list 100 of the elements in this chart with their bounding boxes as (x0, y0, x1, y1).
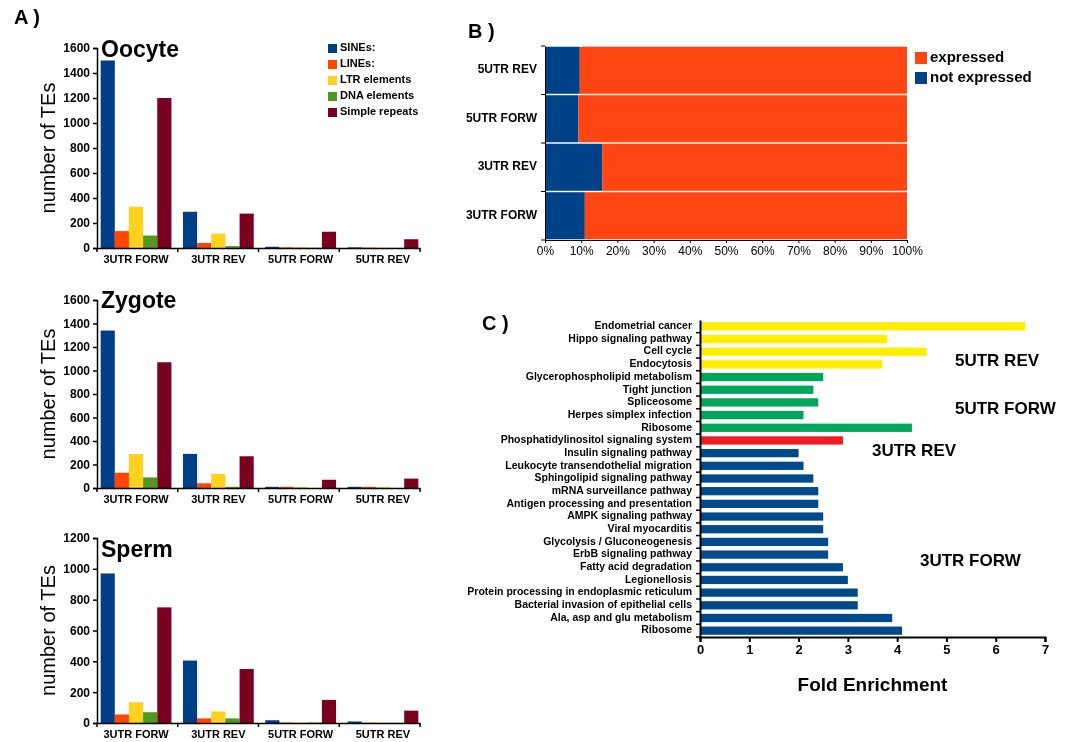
x-tick-label: 3UTR FORW (103, 493, 170, 505)
bar (128, 453, 144, 488)
bar (157, 98, 172, 248)
y-tick-label: Fatty acid degradation (579, 560, 692, 573)
y-tick-label: Endometrial cancer (594, 319, 692, 332)
bar (157, 362, 172, 488)
y-tick-label: Tight junction (622, 382, 692, 395)
y-tick-label: 800 (69, 141, 91, 156)
x-tick-label: 100% (892, 243, 924, 258)
x-tick-label: 5UTR FORW (268, 493, 334, 505)
y-tick-label: 1600 (63, 293, 91, 308)
y-tick-label: 5UTR REV (477, 62, 537, 77)
bar (182, 453, 198, 488)
bar (114, 472, 129, 488)
bar (700, 512, 824, 521)
y-tick-label: Ribosome (641, 623, 693, 636)
y-tick-label: Insulin signaling pathway (564, 445, 693, 458)
x-tick-label: 5UTR FORW (268, 253, 334, 265)
bar (700, 626, 903, 635)
annotation: 3UTR REV (872, 441, 957, 460)
bar (100, 330, 115, 488)
y-tick-label: 1200 (63, 91, 91, 106)
bar (239, 456, 254, 488)
x-tick-label: 80% (823, 243, 848, 258)
y-tick-label: 1200 (63, 531, 91, 546)
bar (700, 410, 804, 420)
bar (197, 243, 212, 248)
x-tick-label: 7 (1041, 642, 1050, 658)
bar (700, 461, 804, 470)
bar (128, 702, 144, 723)
bar (114, 231, 129, 248)
text: C ) (482, 312, 509, 334)
legend-label: LINEs: (340, 57, 375, 70)
y-tick-label: 400 (69, 434, 91, 449)
bar (700, 360, 883, 369)
text: A ) (14, 6, 40, 28)
bar (157, 607, 172, 723)
x-tick-label: 30% (642, 243, 667, 258)
x-tick-label: 40% (678, 243, 703, 258)
y-tick-label: Viral myocarditis (607, 522, 693, 534)
y-tick-label: Sphingolipid signaling pathway (534, 471, 693, 484)
x-tick-label: 5UTR FORW (268, 728, 334, 740)
bar (700, 334, 888, 344)
y-tick-label: 3UTR FORW (465, 207, 538, 222)
annotation: 5UTR REV (955, 351, 1040, 370)
y-tick-label: 1000 (63, 363, 91, 378)
bar (211, 473, 226, 488)
x-tick-label: 20% (605, 243, 631, 258)
bar (700, 474, 814, 483)
y-tick-label: 1400 (63, 66, 91, 81)
bar (225, 718, 240, 723)
x-tick-label: 5 (943, 642, 951, 658)
bar (404, 710, 419, 723)
bar (211, 233, 226, 248)
bar (321, 231, 337, 248)
bar (100, 573, 115, 723)
legend-label: not expressed (930, 67, 1032, 85)
bar (239, 669, 254, 723)
annotation: 5UTR FORW (955, 399, 1057, 418)
bar (404, 478, 419, 488)
x-tick-label: 0 (696, 642, 705, 658)
y-tick-label: 800 (69, 593, 91, 608)
legend-label: LTR elements (340, 73, 412, 86)
y-tick-label: Ribosome (641, 420, 693, 433)
text: B ) (468, 20, 495, 42)
y-tick-label: 1600 (63, 41, 91, 56)
bar (700, 613, 893, 623)
bar (700, 347, 927, 356)
y-tick-label: Spliceosome (627, 395, 693, 408)
y-tick-label: 1200 (63, 340, 91, 355)
x-tick-label: 50% (714, 243, 739, 258)
y-tick-label: 5UTR FORW (465, 110, 538, 125)
bar (128, 206, 144, 248)
bar (700, 322, 1026, 331)
y-tick-label: 800 (69, 387, 91, 402)
x-tick-label: 3UTR REV (191, 253, 247, 265)
y-tick-label: 1000 (63, 562, 91, 577)
x-tick-label: 4 (894, 642, 903, 658)
bar (700, 487, 819, 496)
y-tick-label: Leukocyte transendothelial migration (505, 458, 692, 471)
legend-label: DNA elements (340, 89, 415, 102)
bar (700, 423, 912, 432)
x-tick-label: 0% (536, 243, 555, 258)
bar (143, 477, 158, 488)
y-tick-label: mRNA surveillance pathway (551, 483, 693, 496)
x-tick-label: 1 (746, 642, 754, 658)
y-tick-label: Legionellosis (624, 572, 693, 585)
x-tick-label: 60% (750, 243, 776, 258)
y-tick-label: Ala, asp and glu metabolism (550, 610, 692, 623)
x-tick-label: 5UTR REV (355, 253, 411, 265)
bar (700, 499, 819, 508)
legend-label: SINEs: (340, 41, 376, 54)
y-tick-label: 200 (69, 216, 91, 231)
y-tick-label: 400 (69, 191, 91, 206)
y-tick-label: Hippo signaling pathway (568, 331, 693, 344)
bar (114, 714, 129, 723)
y-tick-label: 600 (69, 410, 91, 425)
bar (700, 575, 848, 585)
x-tick-label: 5UTR REV (355, 493, 411, 505)
y-tick-label: Endocytosis (629, 357, 693, 370)
